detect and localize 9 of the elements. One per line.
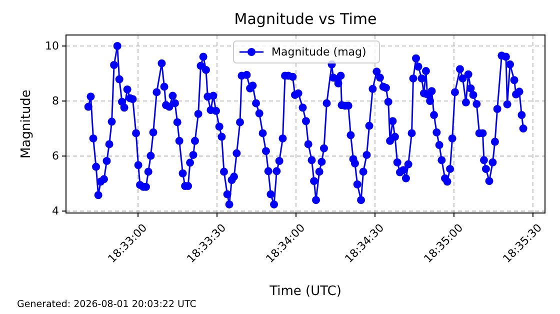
y-tick-label: 8 [52,94,59,108]
x-axis-title: Time (UTC) [268,284,342,299]
y-tick-label: 6 [52,150,59,163]
y-axis-title: Magnitude [19,90,34,158]
text: Generated: 2026-08-01 20:03:22 UTC [17,299,197,310]
chart-title: Magnitude vs Time [234,10,377,28]
y-tick-label: 4 [52,204,59,218]
legend-label: Magnitude (mag) [272,46,366,58]
y-tick-label: 10 [45,40,59,53]
